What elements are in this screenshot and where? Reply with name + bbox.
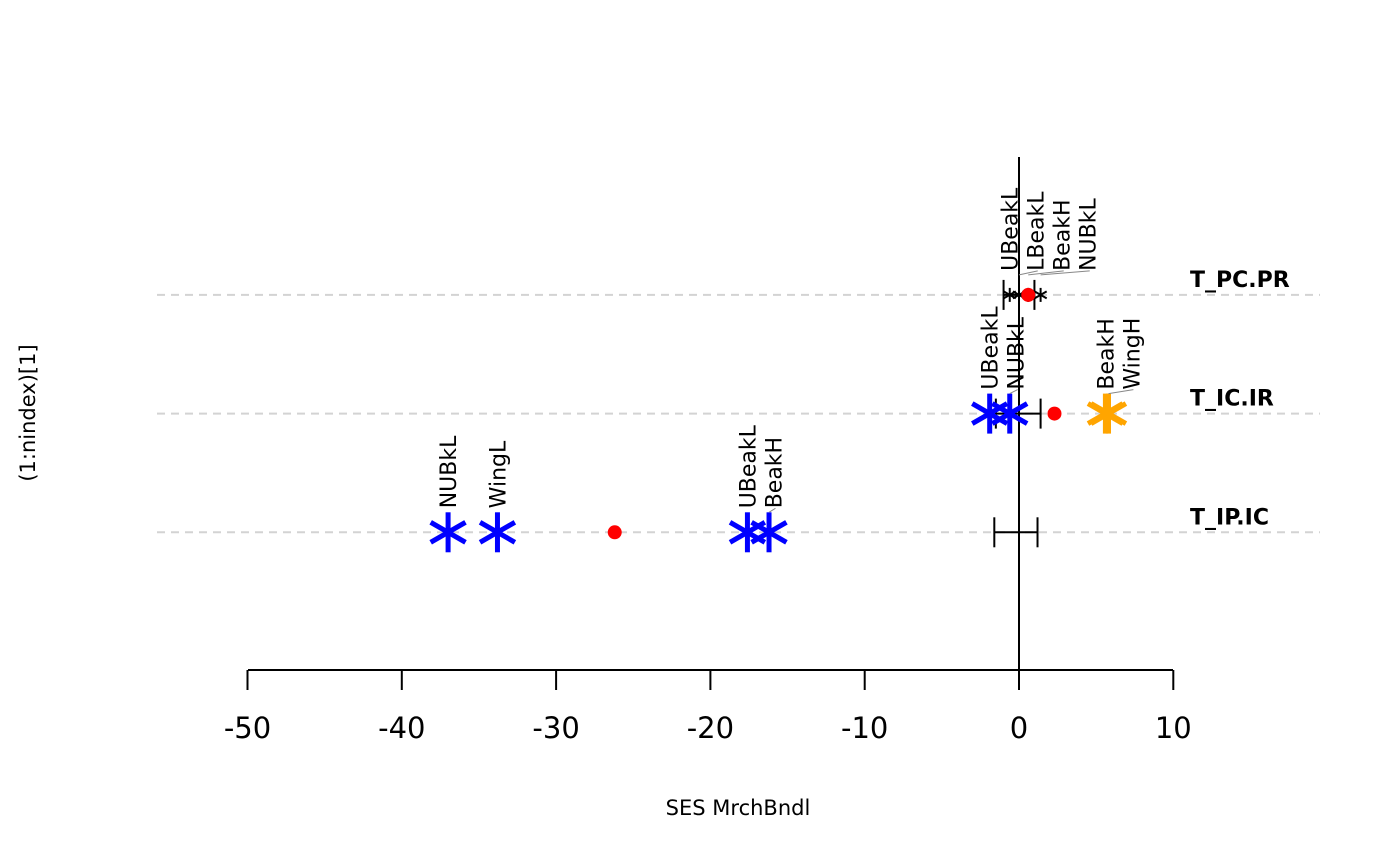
label-leader-line <box>1040 270 1090 276</box>
asterisk-stroke <box>1034 290 1048 300</box>
x-tick-label: -20 <box>687 711 734 745</box>
x-tick-label: -30 <box>532 711 579 745</box>
row-label: T_PC.PR <box>1190 268 1290 293</box>
x-axis: -50 -40 -30 -20 -10 0 10 <box>224 669 1192 745</box>
label-leader-line <box>768 507 776 513</box>
row-T_IC.IR: UBeakL NUBkL BeakH WingH T_IC.IR <box>971 306 1274 434</box>
row-label: T_IC.IR <box>1190 387 1274 412</box>
mean-point <box>1047 406 1062 421</box>
x-axis-label: SES MrchBndl <box>666 796 811 820</box>
asterisk-stroke <box>478 520 517 545</box>
label-leader-line <box>1108 389 1134 395</box>
label-leader-line <box>1009 389 1018 395</box>
asterisk-stroke <box>1089 401 1128 426</box>
asterisk-stroke <box>750 520 788 545</box>
x-tick-label: 0 <box>1010 711 1028 745</box>
asterisk-stroke <box>991 401 1029 426</box>
point-label: BeakH <box>1094 318 1119 389</box>
x-tick-label: -10 <box>841 711 888 745</box>
point-label: NUBkL <box>437 435 462 508</box>
point-marker <box>1034 287 1048 302</box>
row-T_PC.PR: UBeakL LBeakL BeakH NUBkL T_PC.PR <box>999 187 1290 310</box>
high-point-marker <box>1089 393 1128 434</box>
grid-lines <box>157 293 1320 534</box>
low-point-marker <box>991 393 1029 434</box>
point-label: BeakH <box>762 437 787 508</box>
label-leader-line <box>1028 270 1064 276</box>
point-label: UBeakL <box>979 306 1004 390</box>
point-label: UBeakL <box>999 187 1024 271</box>
low-point-marker <box>750 512 788 553</box>
y-axis-label: (1:nindex)[1] <box>16 344 40 481</box>
low-point-marker <box>478 512 517 553</box>
label-leader-line <box>1018 270 1038 276</box>
point-label: BeakH <box>1051 199 1076 270</box>
mean-point <box>607 525 622 540</box>
row-T_IP.IC: NUBkL WingL UBeakL BeakH T_IP.IC <box>429 424 1269 553</box>
x-tick-label: -50 <box>224 711 271 745</box>
point-label: NUBkL <box>1005 316 1030 389</box>
point-label: WingL <box>486 440 511 508</box>
x-tick-label: 10 <box>1155 711 1192 745</box>
point-label: WingH <box>1120 318 1145 390</box>
row-label: T_IP.IC <box>1190 505 1269 530</box>
point-label: LBeakL <box>1025 191 1050 271</box>
point-label: UBeakL <box>736 424 761 508</box>
low-point-marker <box>429 512 467 553</box>
mean-point <box>1021 287 1036 302</box>
asterisk-stroke <box>429 520 467 545</box>
point-label: NUBkL <box>1077 198 1102 271</box>
x-tick-label: -40 <box>378 711 425 745</box>
